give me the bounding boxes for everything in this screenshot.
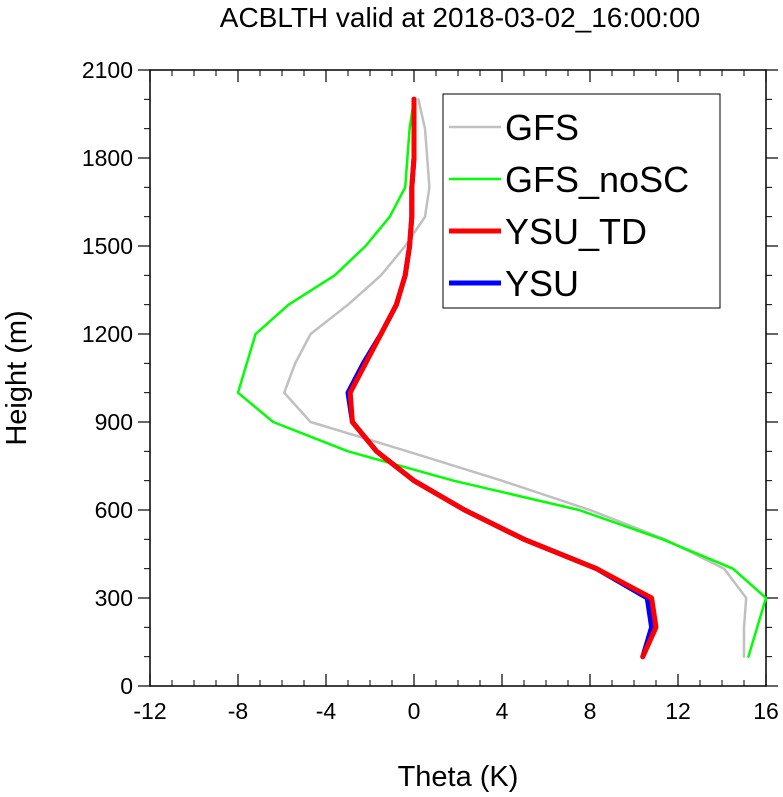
- x-tick-label: 12: [665, 698, 691, 724]
- y-tick-label: 1800: [82, 145, 133, 171]
- x-tick-label: 16: [753, 698, 779, 724]
- x-tick-label: -12: [133, 698, 166, 724]
- series-line-gfs: [282, 98, 748, 658]
- y-axis-label: Height (m): [1, 310, 33, 445]
- legend-label: YSU: [505, 263, 579, 304]
- x-tick-label: -4: [316, 698, 337, 724]
- axis-ticks: -12 -8 -4 0 4 8 12 16 0 300 600 900 1200 1500 1800 2100: [82, 57, 779, 724]
- y-tick-label: 1500: [82, 233, 133, 259]
- series-line-gfs-nosc: [236, 98, 768, 658]
- y-tick-label: 0: [120, 673, 133, 699]
- x-tick-label: 0: [408, 698, 421, 724]
- legend-label: GFS: [505, 107, 579, 148]
- y-tick-label: 600: [95, 497, 133, 523]
- y-tick-label: 2100: [82, 57, 133, 83]
- x-axis-label: Theta (K): [398, 761, 519, 793]
- y-tick-label: 300: [95, 585, 133, 611]
- x-tick-label: 4: [496, 698, 509, 724]
- legend: GFS GFS_noSC YSU_TD YSU: [442, 93, 721, 309]
- y-tick-label: 1200: [82, 321, 133, 347]
- series-layer: [236, 96, 768, 660]
- legend-label: GFS_noSC: [505, 159, 689, 200]
- legend-label: YSU_TD: [505, 211, 647, 252]
- x-tick-label: -8: [228, 698, 248, 724]
- series-line-ysu-td: [347, 96, 659, 660]
- y-tick-label: 900: [95, 409, 133, 435]
- legend-box: [442, 93, 721, 309]
- chart-title: ACBLTH valid at 2018-03-02_16:00:00: [220, 2, 700, 33]
- x-tick-label: 8: [584, 698, 597, 724]
